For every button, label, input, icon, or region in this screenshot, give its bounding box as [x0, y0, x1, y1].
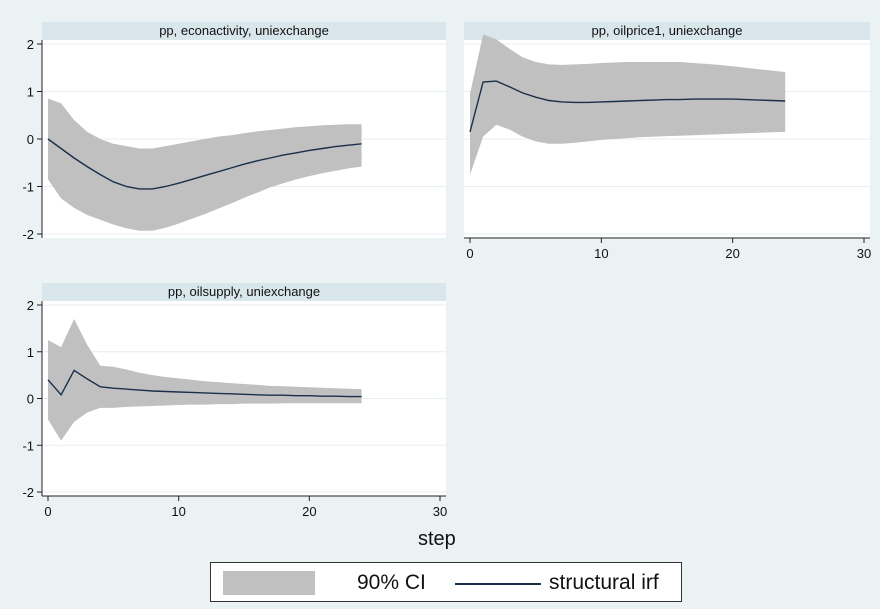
panel-1-ytick-label-1: -1 [22, 180, 34, 195]
panel-1-ytick-label-4: 2 [27, 37, 34, 52]
panel-1-title-bar [42, 22, 446, 40]
panel-3-xtick-label-3: 30 [433, 504, 447, 519]
legend-irf-label: structural irf [549, 571, 659, 594]
panel-1-ci-band [48, 98, 362, 231]
legend-irf-line [455, 583, 541, 585]
panel-3-xtick-label-2: 20 [302, 504, 316, 519]
panel-3-ytick-label-3: 1 [27, 345, 34, 360]
panel-3-ytick-label-2: 0 [27, 392, 34, 407]
panel-2-irf-line [469, 80, 786, 133]
panel-3-xtick-label-0: 0 [44, 504, 51, 519]
panel-3-title: pp, oilsupply, uniexchange [168, 284, 320, 299]
panel-3-xtick-label-1: 10 [171, 504, 185, 519]
panel-3-ci-band [48, 319, 362, 441]
panel-2-xtick-label-0: 0 [466, 246, 473, 261]
panel-2-xtick-label-1: 10 [594, 246, 608, 261]
x-axis-title: step [418, 528, 456, 550]
panel-1-ytick-label-0: -2 [22, 227, 34, 242]
panel-2-title: pp, oilprice1, uniexchange [591, 23, 742, 38]
legend-ci-label: 90% CI [357, 571, 426, 594]
panel-3-title-bar [42, 283, 446, 301]
panel-1-ytick-label-2: 0 [27, 132, 34, 147]
panel-3-ytick-label-4: 2 [27, 298, 34, 313]
panel-2-xtick-label-2: 20 [725, 246, 739, 261]
panel-1-title: pp, econactivity, uniexchange [159, 23, 329, 38]
panel-1-ytick-label-3: 1 [27, 85, 34, 100]
panel-3-ytick-label-1: -1 [22, 438, 34, 453]
legend: 90% CI structural irf [210, 562, 682, 602]
panel-1-irf-line [47, 138, 362, 190]
panel-3-irf-line [47, 369, 362, 398]
panel-3-ytick-label-0: -2 [22, 485, 34, 500]
legend-ci-swatch [223, 571, 315, 595]
panel-2-ci-band [470, 34, 786, 175]
panel-2-xtick-label-3: 30 [857, 246, 871, 261]
panel-2-title-bar [464, 22, 870, 40]
